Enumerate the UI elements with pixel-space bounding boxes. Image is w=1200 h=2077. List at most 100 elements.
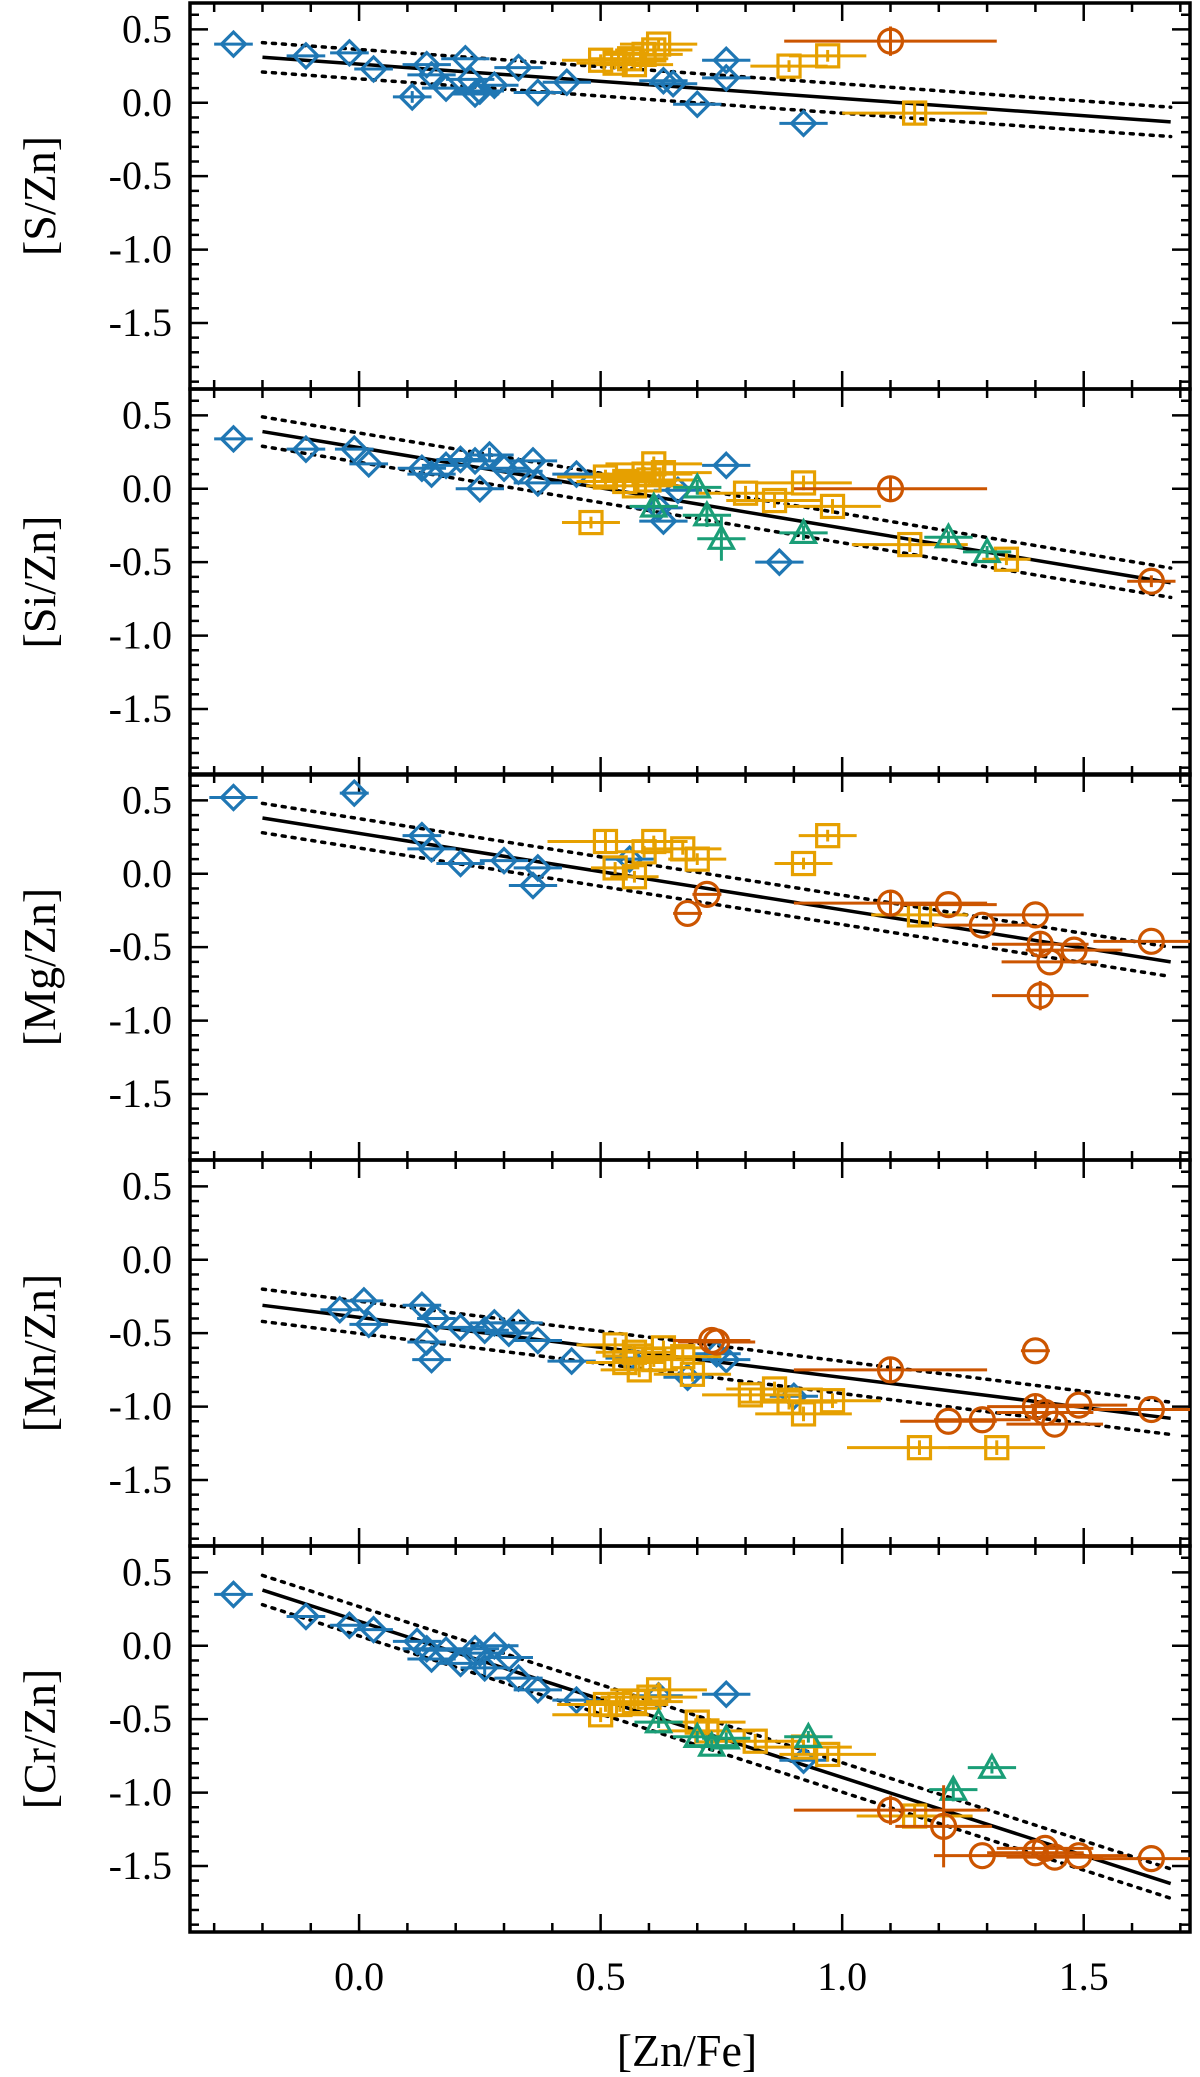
panel-data-si bbox=[214, 415, 1176, 600]
data-point bbox=[876, 1356, 905, 1384]
data-point bbox=[412, 50, 441, 79]
panel-data-s bbox=[214, 26, 1173, 139]
data-point bbox=[607, 1691, 633, 1718]
y-axis-label-mn: [Mn/Zn] bbox=[14, 1274, 65, 1432]
data-point bbox=[876, 27, 905, 55]
x-axis-label: [Zn/Fe] bbox=[617, 2025, 758, 2076]
y-tick-label: 0.0 bbox=[122, 1237, 172, 1282]
data-point bbox=[412, 1634, 441, 1664]
y-tick-label: -1.0 bbox=[109, 1770, 172, 1815]
y-axis-label-mg: [Mg/Zn] bbox=[14, 888, 65, 1046]
data-point bbox=[291, 434, 321, 464]
y-tick-label: -1.5 bbox=[109, 300, 172, 345]
data-point bbox=[702, 1328, 731, 1356]
data-point bbox=[219, 783, 248, 812]
panel-si: 0.5 0.0 -0.5 -1.0 -1.5 [Si/Zn] bbox=[14, 387, 1192, 777]
data-point bbox=[789, 109, 818, 138]
panel-data-mg bbox=[209, 778, 1190, 1011]
series-square bbox=[557, 451, 1031, 572]
data-point bbox=[650, 1335, 677, 1361]
data-point bbox=[977, 1752, 1007, 1779]
x-tick-label: 0.0 bbox=[334, 1954, 384, 1999]
panel-data-mn bbox=[260, 1286, 1190, 1461]
data-point bbox=[1031, 1834, 1059, 1862]
data-point bbox=[649, 66, 678, 96]
data-point bbox=[645, 1677, 672, 1703]
data-point bbox=[417, 1345, 446, 1374]
data-point bbox=[1026, 982, 1054, 1010]
data-point bbox=[480, 1308, 509, 1338]
series-diamond bbox=[209, 778, 654, 900]
y-tick-label: -0.5 bbox=[109, 1310, 172, 1355]
data-point bbox=[876, 475, 905, 503]
y-tick-label: -0.5 bbox=[109, 153, 172, 198]
data-point bbox=[790, 1401, 817, 1427]
data-point bbox=[793, 1721, 824, 1748]
data-point bbox=[489, 846, 519, 875]
fit-line bbox=[262, 55, 1171, 124]
data-point bbox=[993, 546, 1020, 572]
data-point bbox=[788, 517, 819, 545]
fit-lower-bound bbox=[260, 70, 1173, 139]
fit-upper-bound bbox=[260, 40, 1173, 109]
x-tick-label: 1.0 bbox=[817, 1954, 867, 1999]
data-point bbox=[679, 1361, 706, 1387]
panel-frame bbox=[188, 1158, 1192, 1548]
data-point bbox=[480, 70, 509, 100]
data-point bbox=[737, 1382, 764, 1408]
data-point bbox=[1137, 927, 1165, 955]
data-point bbox=[1065, 1391, 1093, 1419]
panel-cr: 0.5 0.0 -0.5 -1.0 -1.5 [Cr/Zn] bbox=[14, 1544, 1192, 1934]
data-point bbox=[592, 464, 619, 490]
series-square bbox=[561, 31, 988, 126]
data-point bbox=[684, 846, 710, 872]
data-point bbox=[636, 467, 662, 493]
data-point bbox=[968, 1842, 996, 1870]
data-point bbox=[349, 1286, 379, 1316]
data-point bbox=[335, 38, 364, 68]
series-circle bbox=[673, 880, 1190, 1011]
data-point bbox=[930, 1812, 958, 1840]
data-point bbox=[682, 472, 712, 499]
data-point bbox=[552, 67, 582, 97]
fit-lower-bound bbox=[260, 1602, 1173, 1900]
data-point bbox=[1021, 901, 1050, 929]
data-point bbox=[938, 1774, 969, 1801]
panel-frame bbox=[188, 387, 1192, 777]
y-tick-label: 0.0 bbox=[122, 1623, 172, 1668]
data-point bbox=[359, 1615, 388, 1644]
data-point bbox=[673, 899, 702, 928]
data-point bbox=[460, 446, 490, 476]
y-tick-label: -1.5 bbox=[109, 1843, 172, 1888]
data-point bbox=[641, 37, 667, 63]
panel-s: 0.5 0.0 -0.5 -1.0 -1.5 [S/Zn] bbox=[14, 1, 1192, 391]
series-diamond bbox=[214, 424, 804, 577]
series-triangle bbox=[629, 472, 1012, 564]
data-point bbox=[518, 871, 548, 900]
data-point bbox=[422, 1304, 451, 1333]
data-point bbox=[523, 1675, 553, 1705]
y-tick-label: 0.0 bbox=[122, 466, 172, 511]
data-point bbox=[765, 547, 794, 577]
data-point bbox=[876, 1796, 905, 1824]
data-point bbox=[819, 1388, 846, 1414]
data-point bbox=[431, 73, 461, 103]
data-point bbox=[446, 1313, 475, 1342]
data-point bbox=[291, 41, 321, 71]
y-tick-label: -0.5 bbox=[109, 539, 172, 584]
data-point bbox=[897, 531, 923, 558]
data-point bbox=[968, 1406, 996, 1434]
data-point bbox=[658, 69, 688, 98]
data-point bbox=[219, 29, 248, 59]
data-point bbox=[446, 849, 475, 878]
data-point bbox=[1060, 936, 1088, 964]
series-square bbox=[547, 823, 968, 928]
data-point bbox=[815, 43, 841, 69]
y-tick-label: -0.5 bbox=[109, 924, 172, 969]
data-point bbox=[815, 823, 841, 849]
data-point bbox=[706, 523, 737, 550]
x-tick-labels: 0.0 0.5 1.0 1.5 bbox=[334, 1954, 1109, 1999]
data-point bbox=[291, 1602, 321, 1631]
data-point bbox=[1021, 1337, 1050, 1365]
